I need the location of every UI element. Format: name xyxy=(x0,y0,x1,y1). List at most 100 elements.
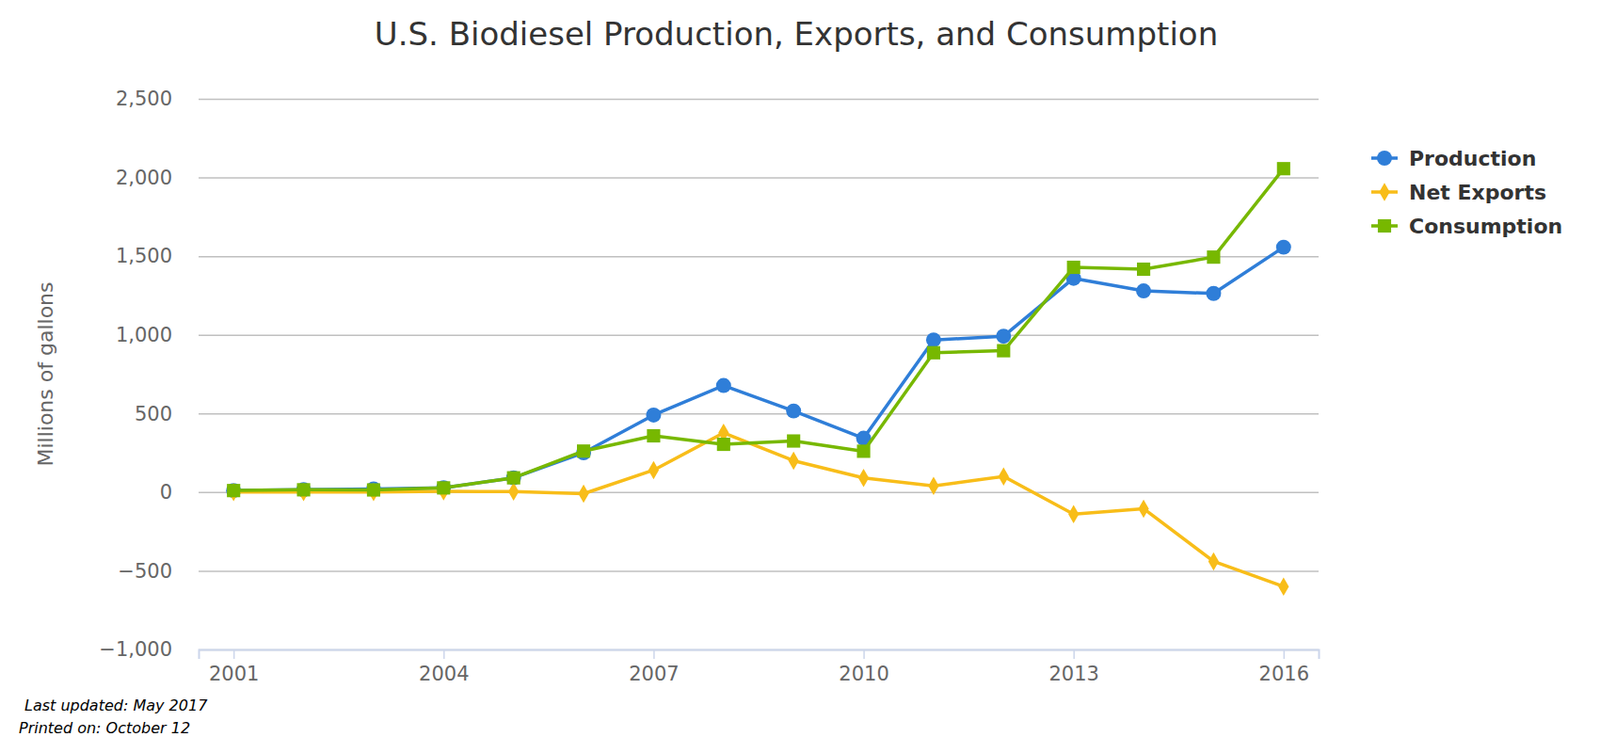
y-axis: −1,000 −500 0 500 1,000 1,500 2,000 2,500 xyxy=(98,87,1319,661)
x-tick-mark xyxy=(1283,649,1286,659)
marker xyxy=(858,468,869,488)
marker xyxy=(1208,552,1219,572)
y-tick: −1,000 xyxy=(98,638,1319,661)
marker xyxy=(788,451,800,471)
x-tick: 2007 xyxy=(628,649,679,686)
legend-label: Net Exports xyxy=(1408,180,1547,205)
y-tick-label: 0 xyxy=(160,480,173,504)
marker xyxy=(507,471,521,485)
y-tick: 500 xyxy=(134,402,1319,426)
x-tick: 2010 xyxy=(838,649,889,686)
legend-item[interactable]: Production xyxy=(1371,146,1536,171)
marker xyxy=(995,328,1011,344)
marker xyxy=(1276,240,1292,256)
marker xyxy=(1205,286,1221,302)
series-line xyxy=(233,432,1284,587)
marker xyxy=(646,429,660,443)
marker xyxy=(435,480,451,496)
marker xyxy=(1136,283,1152,299)
legend-item[interactable]: Consumption xyxy=(1371,214,1563,239)
x-tick-label: 2001 xyxy=(208,662,259,686)
grid-line xyxy=(198,413,1319,416)
chart: U.S. Biodiesel Production, Exports, and … xyxy=(0,0,1600,753)
y-axis-title: Millions of gallons xyxy=(33,281,58,466)
grid-line xyxy=(198,176,1319,179)
marker xyxy=(226,483,240,497)
y-tick-label: −500 xyxy=(117,560,173,583)
marker xyxy=(577,484,589,504)
marker xyxy=(436,480,450,495)
marker xyxy=(856,444,870,458)
legend-label: Consumption xyxy=(1408,214,1563,239)
x-tick-mark xyxy=(233,649,236,659)
x-tick: 2016 xyxy=(1259,649,1310,686)
marker xyxy=(716,378,732,394)
marker xyxy=(1068,504,1079,524)
legend-marker xyxy=(1376,150,1392,166)
x-tick-mark xyxy=(653,649,656,659)
marker xyxy=(998,466,1009,486)
marker xyxy=(1067,260,1081,274)
marker xyxy=(928,476,939,496)
series-line xyxy=(233,168,1284,491)
marker xyxy=(717,437,731,451)
y-tick-label: −1,000 xyxy=(98,638,173,661)
grid-line xyxy=(198,256,1319,258)
x-tick-mark xyxy=(863,649,865,659)
marker xyxy=(296,481,312,497)
y-tick-label: 2,000 xyxy=(115,166,173,190)
y-tick-label: 2,500 xyxy=(115,87,173,111)
title: U.S. Biodiesel Production, Exports, and … xyxy=(374,15,1218,53)
y-axis-line xyxy=(199,99,1320,651)
marker xyxy=(1278,576,1289,596)
grid-line xyxy=(198,570,1319,573)
marker xyxy=(296,482,310,496)
y-tick-label: 1,000 xyxy=(115,323,173,347)
marker xyxy=(506,470,522,486)
marker xyxy=(366,481,382,497)
x-tick-label: 2016 xyxy=(1259,662,1310,686)
marker xyxy=(1206,250,1220,264)
y-tick-label: 1,500 xyxy=(115,244,173,268)
footnote: Printed on: October 12 xyxy=(18,719,191,737)
x-axis-line xyxy=(199,650,1320,660)
legend-item[interactable]: Net Exports xyxy=(1371,180,1547,205)
x-tick-label: 2013 xyxy=(1048,662,1099,686)
series-line xyxy=(233,247,1284,492)
x-tick-label: 2007 xyxy=(628,662,679,686)
x-tick: 2013 xyxy=(1048,649,1099,686)
x-tick: 2004 xyxy=(418,649,469,686)
marker xyxy=(786,433,800,448)
grid-line xyxy=(198,334,1319,336)
marker xyxy=(785,403,801,419)
marker xyxy=(576,445,592,461)
legend-label: Production xyxy=(1408,146,1536,171)
legend-marker xyxy=(1377,219,1392,233)
y-tick-label: 500 xyxy=(134,402,173,426)
marker xyxy=(508,482,519,502)
grid-line xyxy=(198,98,1319,101)
marker xyxy=(996,344,1010,358)
y-tick: −500 xyxy=(117,560,1319,583)
marker xyxy=(645,407,661,423)
plot-area xyxy=(225,161,1292,596)
y-tick: 1,000 xyxy=(115,323,1319,347)
marker xyxy=(367,482,381,496)
marker xyxy=(926,332,942,348)
marker xyxy=(1277,161,1291,176)
x-tick-mark xyxy=(1072,649,1075,659)
x-axis: 2001 2004 2007 2010 2013 2016 xyxy=(199,649,1320,686)
legend: Production Net Exports Consumption xyxy=(1371,146,1563,239)
x-tick-mark xyxy=(443,649,446,659)
marker xyxy=(225,482,241,498)
marker xyxy=(1136,262,1151,276)
x-tick: 2001 xyxy=(208,649,259,686)
legend-marker xyxy=(1378,182,1390,202)
x-tick-label: 2010 xyxy=(838,662,889,686)
marker xyxy=(927,346,941,360)
y-tick: 2,000 xyxy=(115,166,1319,190)
marker xyxy=(1137,499,1149,519)
footnote: Last updated: May 2017 xyxy=(24,696,208,715)
marker xyxy=(576,444,591,458)
y-tick: 2,500 xyxy=(115,87,1319,111)
